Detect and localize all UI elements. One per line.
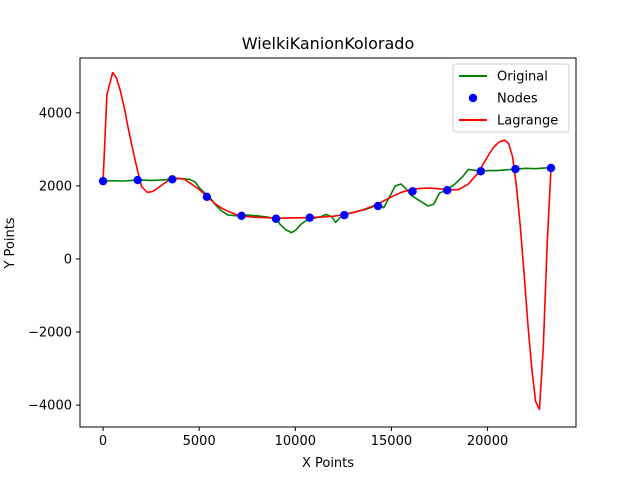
series-line-lagrange xyxy=(102,71,552,411)
x-tick-label: 20000 xyxy=(467,434,508,449)
node-point xyxy=(546,163,556,173)
legend-label-nodes: Nodes xyxy=(497,92,538,107)
legend-label-lagrange: Lagrange xyxy=(497,114,558,129)
legend-label-original: Original xyxy=(497,70,548,85)
legend: Original Nodes Lagrange xyxy=(452,63,570,133)
x-tick-label: 15000 xyxy=(371,434,412,449)
node-point xyxy=(98,176,108,186)
x-axis-label: X Points xyxy=(302,456,354,471)
y-tick-label: 0 xyxy=(64,252,72,267)
legend-box xyxy=(452,63,570,133)
node-point xyxy=(237,211,246,221)
node-point xyxy=(168,175,177,184)
node-point xyxy=(408,187,417,196)
node-point xyxy=(511,164,520,174)
y-tick-label: 4000 xyxy=(39,106,72,121)
node-point xyxy=(271,214,281,223)
plot-area-frame xyxy=(79,57,577,428)
x-tick-label: 0 xyxy=(99,434,107,449)
y-tick-label: 2000 xyxy=(39,179,72,194)
node-point xyxy=(202,192,212,202)
node-point xyxy=(373,201,383,211)
node-point xyxy=(305,213,314,222)
node-point xyxy=(476,167,486,176)
node-point xyxy=(442,186,452,195)
chart-title: WielkiKanionKolorado xyxy=(242,34,415,53)
x-tick-label: 5000 xyxy=(183,434,216,449)
x-tick-label: 10000 xyxy=(275,434,316,449)
series-line-original xyxy=(102,167,554,234)
legend-swatch-nodes xyxy=(468,93,478,103)
y-axis-label: Y Points xyxy=(3,217,18,269)
node-point xyxy=(133,175,142,185)
y-tick-label: −2000 xyxy=(28,326,72,341)
node-point xyxy=(340,210,349,220)
y-tick-label: −4000 xyxy=(28,399,72,414)
